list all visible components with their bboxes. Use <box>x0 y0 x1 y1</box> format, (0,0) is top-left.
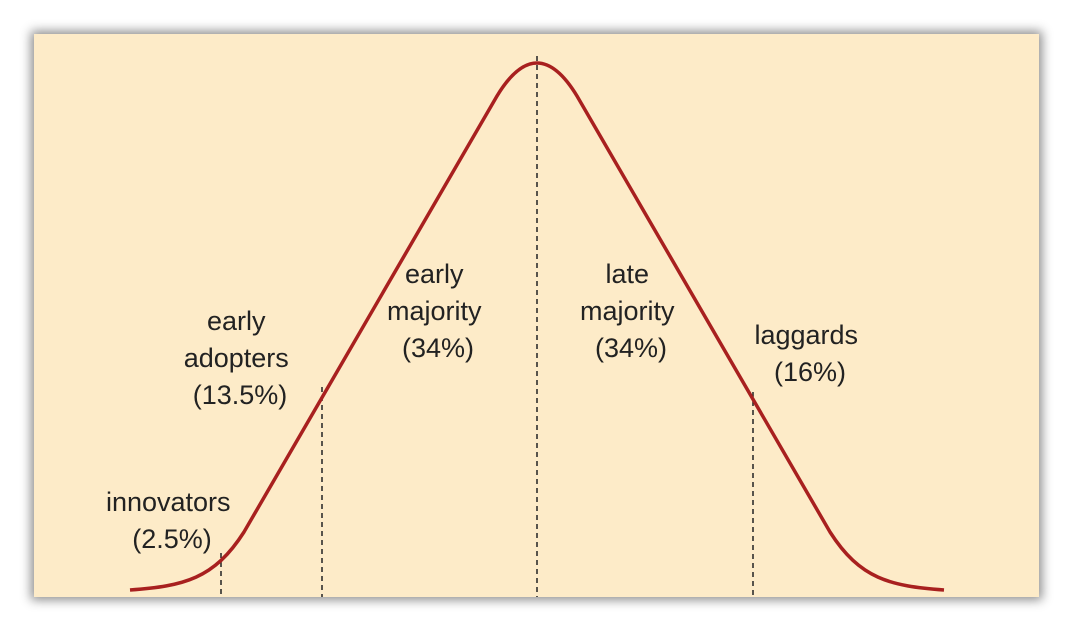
label-laggards: laggards (16%) <box>754 320 865 387</box>
diagram-background <box>34 34 1039 597</box>
bell-curve <box>129 61 945 592</box>
label-late-majority: late majority (34%) <box>580 259 682 363</box>
label-innovators: innovators (2.5%) <box>106 487 238 554</box>
diagram-frame: innovators (2.5%) early adopters (13.5%)… <box>34 34 1039 597</box>
label-early-majority: early majority (34%) <box>387 259 489 363</box>
label-early-adopters: early adopters (13.5%) <box>184 306 297 410</box>
adoption-curve-diagram: innovators (2.5%) early adopters (13.5%)… <box>34 34 1039 597</box>
